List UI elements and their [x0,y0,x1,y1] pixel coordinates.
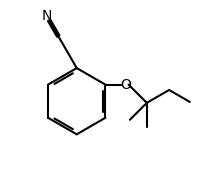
Text: O: O [120,78,131,92]
Text: N: N [42,9,52,23]
